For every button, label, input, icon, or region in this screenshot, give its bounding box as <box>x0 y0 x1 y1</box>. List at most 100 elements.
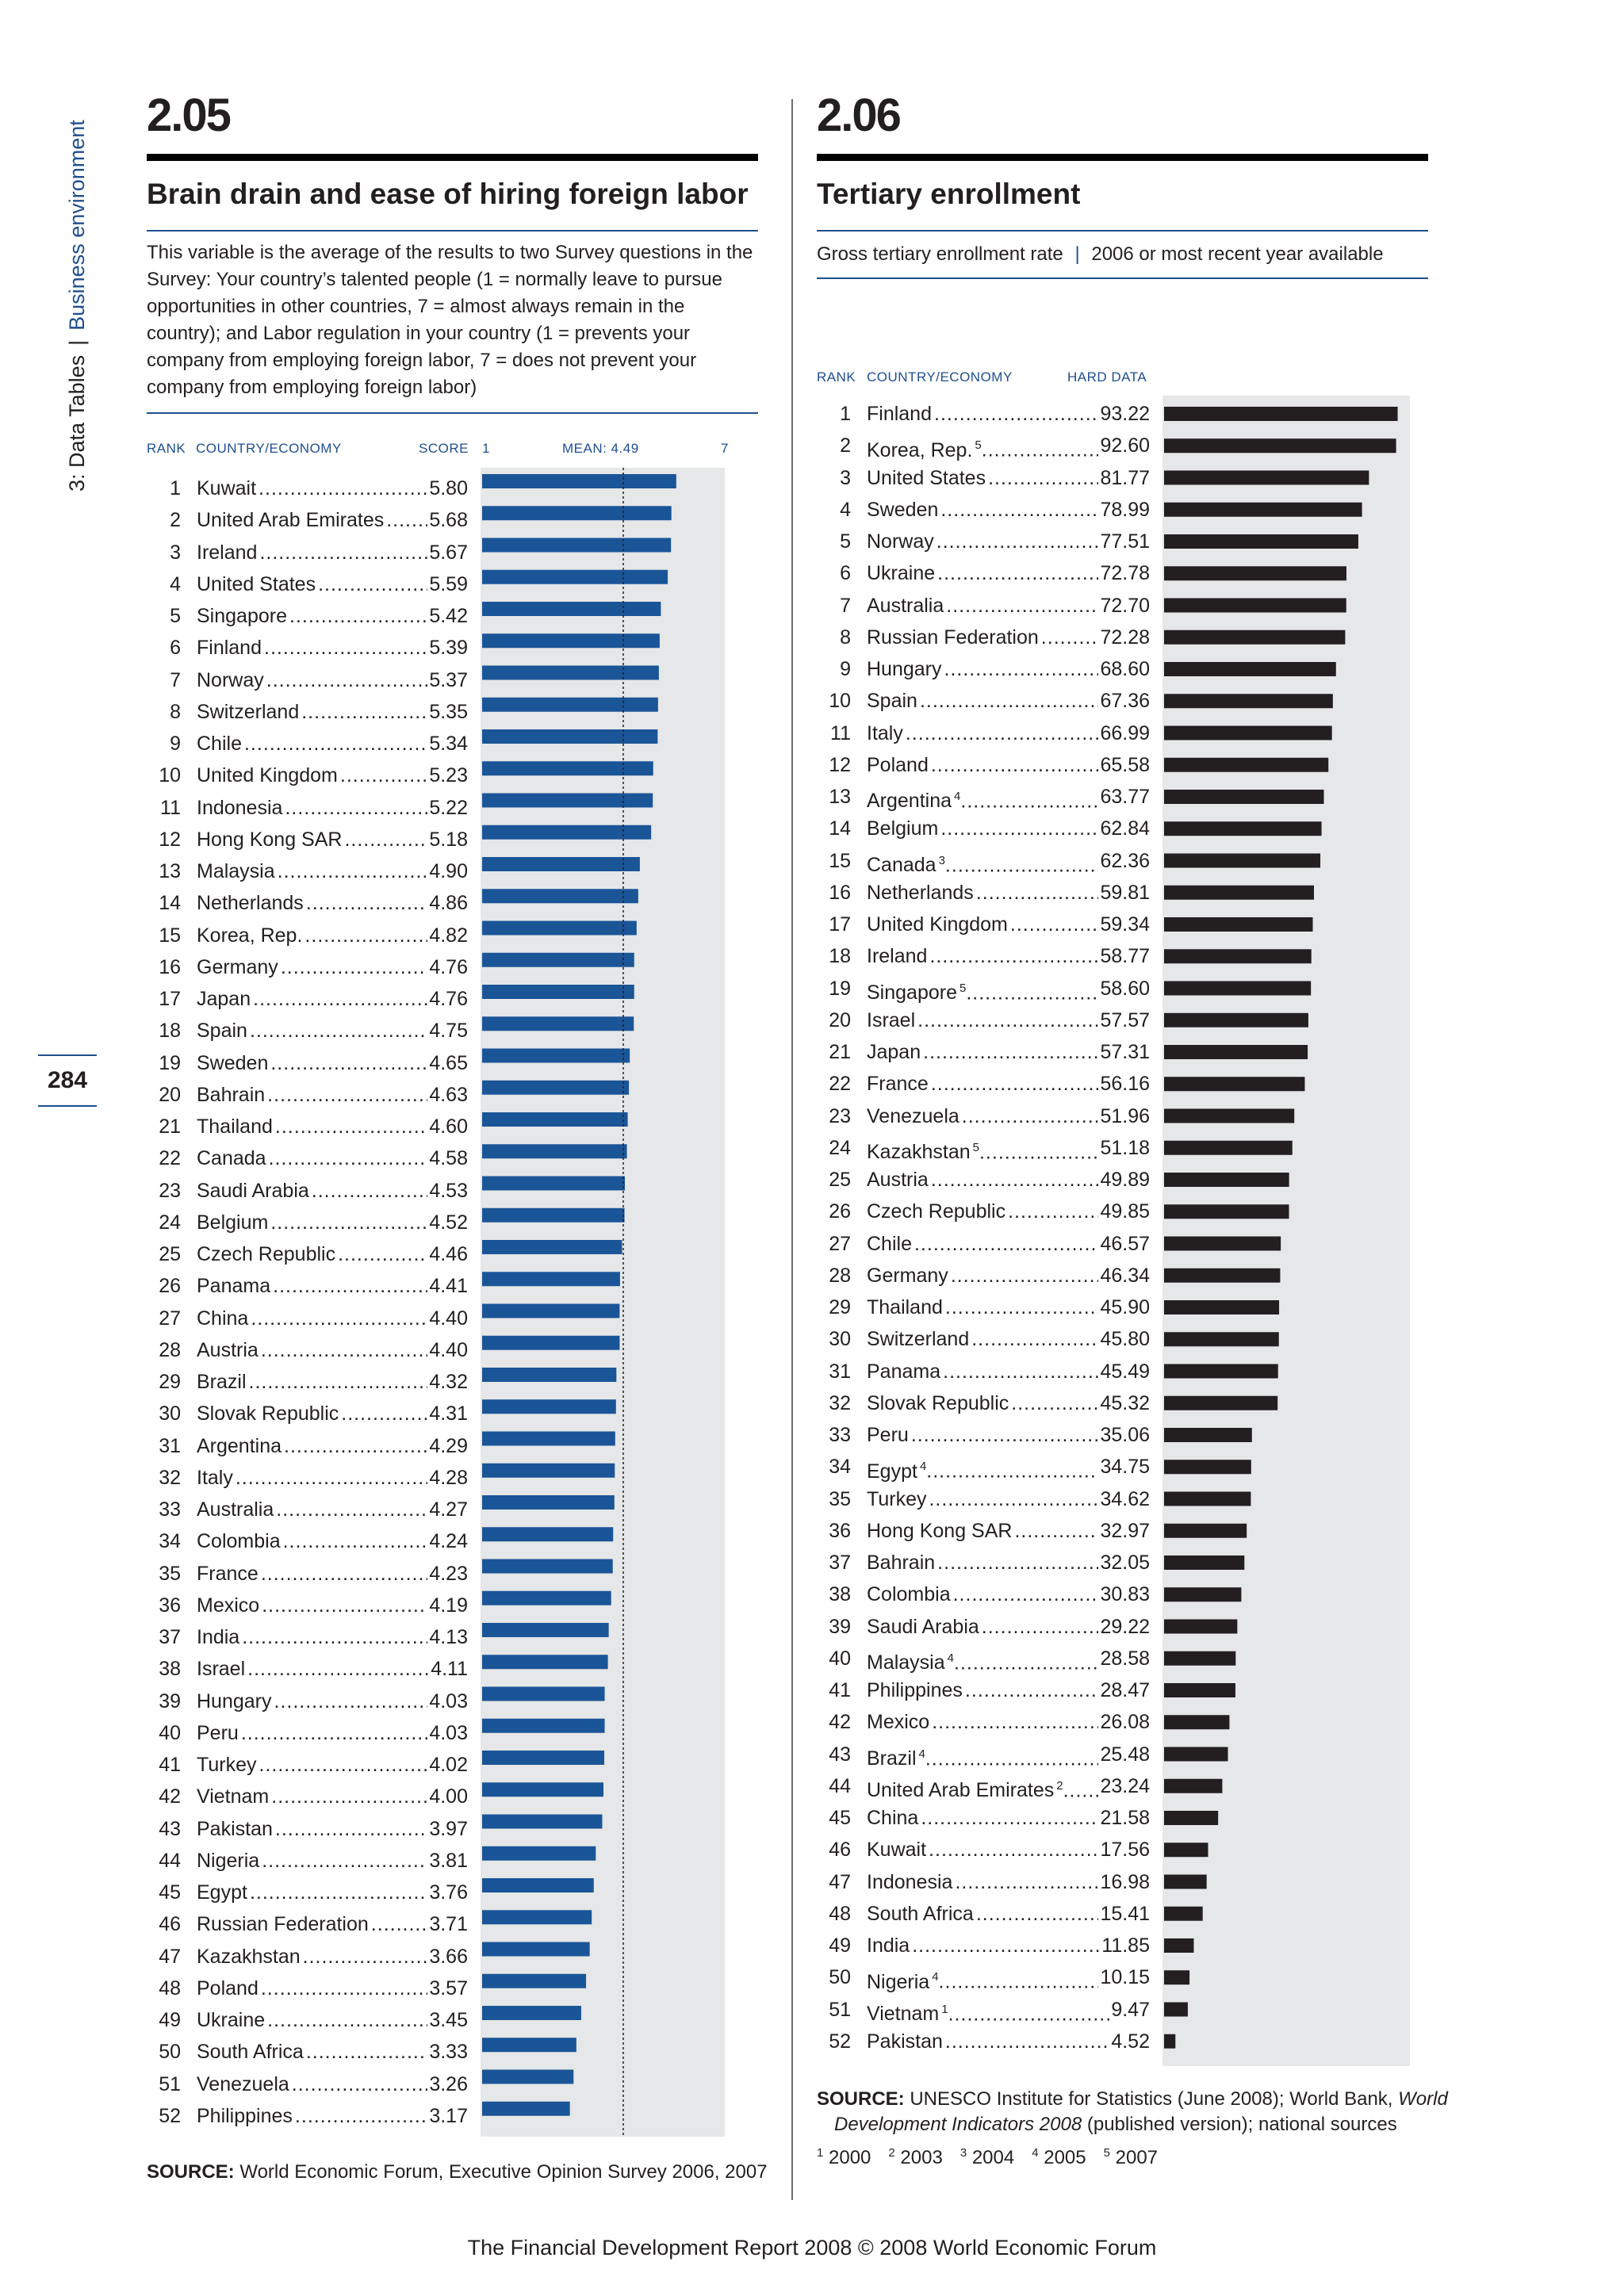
chart-bar <box>1164 1747 1228 1762</box>
chart-bar <box>482 729 658 744</box>
footnote-item: 3 2004 <box>960 2146 1014 2168</box>
row-country-cell: United Arab Emirates....................… <box>197 504 468 536</box>
row-country: Nigeria <box>867 1970 933 1993</box>
left-title-rule <box>147 230 758 232</box>
table-row: 34Egypt4................................… <box>817 1451 1150 1483</box>
table-row: 49 India.................................… <box>817 1930 1150 1961</box>
chart-bar <box>482 889 638 904</box>
footnote-item: 4 2005 <box>1032 2146 1086 2168</box>
table-row: 30 Switzerland...........................… <box>817 1323 1150 1356</box>
chart-bar <box>482 1112 628 1127</box>
footnote-text: 2007 <box>1109 2147 1159 2168</box>
chart-bar <box>482 1559 613 1574</box>
chart-bar <box>482 1144 627 1159</box>
chart-bar <box>482 697 658 712</box>
chart-bar <box>482 2101 570 2116</box>
row-rank: 28 <box>159 1338 181 1361</box>
row-rank: 51 <box>159 2072 181 2095</box>
left-section-number: 2.05 <box>147 90 232 141</box>
row-value: 4.53 <box>427 1174 468 1207</box>
row-value: 4.76 <box>427 951 468 983</box>
chart-bar <box>1164 566 1346 581</box>
chart-bar <box>1164 853 1321 868</box>
chart-bar <box>1164 438 1396 453</box>
row-country: Colombia <box>867 1583 953 1606</box>
chart-bar <box>482 1590 611 1605</box>
table-row: 32 Slovak Republic.......................… <box>817 1387 1150 1419</box>
row-country: Belgium <box>867 817 941 840</box>
row-rank: 40 <box>159 1721 181 1744</box>
table-row: 33Australia.............................… <box>147 1494 468 1525</box>
row-country: Thailand <box>867 1296 945 1318</box>
table-row: 12Poland................................… <box>817 748 1150 781</box>
row-value: 16.98 <box>1098 1866 1150 1898</box>
table-row: 24Kazakhstan5...........................… <box>817 1131 1150 1164</box>
footnote-mark: 1 <box>817 2146 824 2160</box>
row-rank: 4 <box>840 498 851 521</box>
row-value: 10.15 <box>1098 1961 1150 1994</box>
footnote-mark: 5 <box>1103 2146 1110 2160</box>
row-rank: 3 <box>840 466 851 489</box>
row-country: Saudi Arabia <box>197 1179 312 1202</box>
row-rank: 19 <box>829 977 851 1000</box>
table-row: 36Mexico................................… <box>147 1589 468 1621</box>
row-value: 5.37 <box>427 664 468 696</box>
footnote-mark: 4 <box>1032 2146 1039 2160</box>
row-country-cell: Norway..................................… <box>867 526 1150 557</box>
right-subtitle-right: 2006 or most recent year available <box>1091 243 1384 265</box>
row-value: 72.28 <box>1098 621 1150 653</box>
row-rank: 22 <box>829 1073 851 1096</box>
table-row: 16Germany...............................… <box>147 951 468 983</box>
row-rank: 46 <box>829 1839 851 1862</box>
row-country: Peru <box>197 1721 241 1744</box>
chart-bar <box>482 1686 605 1701</box>
chart-bar <box>1164 598 1346 613</box>
page-footer: The Financial Development Report 2008 © … <box>467 2236 1157 2260</box>
row-rank: 1 <box>170 477 181 499</box>
chart-bar <box>482 2006 581 2020</box>
chart-bar <box>482 920 637 936</box>
row-country: Panama <box>197 1275 274 1298</box>
row-rank: 23 <box>829 1104 851 1127</box>
table-row: 52Philippines...........................… <box>147 2099 468 2132</box>
row-rank: 17 <box>159 988 181 1010</box>
table-row: 43 Pakistan..............................… <box>147 1812 468 1845</box>
footnote-item: 5 2007 <box>1103 2146 1159 2168</box>
chart-bar <box>482 1527 614 1542</box>
row-value: 3.45 <box>427 2004 468 2036</box>
table-row: 14 Netherlands...........................… <box>147 887 468 920</box>
chart-bar <box>1164 1906 1203 1921</box>
row-value: 5.23 <box>427 760 468 792</box>
chart-bar <box>1164 1843 1208 1858</box>
chart-bar <box>482 1942 590 1957</box>
row-country: Spain <box>197 1020 250 1043</box>
right-header-hard-data: HARD DATA <box>1067 369 1147 385</box>
row-rank: 45 <box>159 1881 181 1904</box>
row-country: Kazakhstan <box>197 1945 303 1968</box>
chart-bar <box>482 1240 622 1254</box>
chart-bar <box>482 1335 620 1350</box>
chapter-sidebar-label: 3: Data Tables | Business environment <box>65 120 90 492</box>
row-country: Panama <box>867 1360 944 1383</box>
chart-bar <box>482 1463 615 1478</box>
chart-bar <box>482 1782 603 1797</box>
chart-bar <box>1164 1236 1281 1251</box>
left-header-axis-min: 1 <box>482 441 490 456</box>
row-country: Korea, Rep. <box>867 438 975 461</box>
row-country: Canada <box>197 1147 269 1170</box>
table-row: 44Nigeria...............................… <box>147 1844 468 1877</box>
row-value: 57.57 <box>1098 1004 1150 1036</box>
row-value: 4.03 <box>427 1685 468 1717</box>
row-value: 4.60 <box>427 1111 468 1142</box>
table-row: 42Vietnam...............................… <box>147 1781 468 1813</box>
table-row: 35Turkey................................… <box>817 1483 1150 1515</box>
row-footnote-mark: 5 <box>975 438 982 453</box>
table-row: 22France................................… <box>817 1068 1150 1100</box>
row-value: 5.42 <box>427 600 468 632</box>
right-source: SOURCE: UNESCO Institute for Statistics … <box>817 2087 1451 2137</box>
row-country: Czech Republic <box>867 1200 1009 1223</box>
row-value: 4.00 <box>427 1781 468 1813</box>
table-row: 2 United Arab Emirates...................… <box>147 504 468 537</box>
